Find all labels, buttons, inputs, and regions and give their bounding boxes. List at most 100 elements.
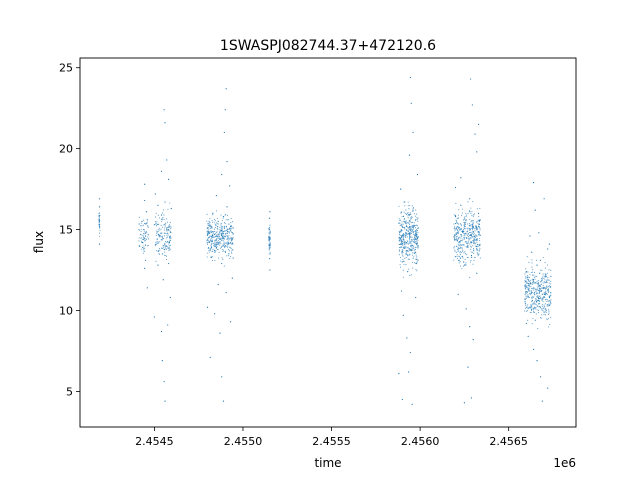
data-point	[415, 230, 417, 233]
data-point	[534, 275, 536, 277]
data-point	[524, 285, 526, 287]
data-point	[534, 306, 536, 308]
data-point	[535, 290, 537, 292]
data-point	[476, 249, 478, 251]
data-point	[525, 310, 527, 312]
data-point	[226, 238, 228, 240]
data-point	[157, 241, 159, 243]
data-point	[541, 287, 543, 289]
data-point	[537, 282, 539, 284]
data-point	[400, 211, 403, 213]
data-point	[546, 299, 548, 301]
data-point	[453, 236, 455, 238]
data-point	[410, 236, 412, 238]
data-point	[229, 255, 232, 257]
data-point	[210, 243, 212, 245]
data-point	[147, 233, 149, 235]
data-point	[462, 229, 465, 231]
data-point	[470, 224, 472, 226]
data-point	[477, 227, 479, 229]
data-point	[219, 247, 221, 249]
data-point	[459, 252, 461, 254]
data-point	[400, 243, 402, 245]
data-point	[461, 247, 463, 249]
data-point	[532, 280, 534, 282]
data-point	[206, 235, 208, 237]
data-point	[401, 230, 403, 232]
data-point	[470, 251, 472, 253]
data-point	[220, 225, 222, 227]
data-point	[402, 237, 405, 239]
data-point	[225, 88, 227, 90]
data-point	[474, 236, 476, 239]
data-point	[168, 229, 170, 231]
data-point	[223, 241, 225, 243]
data-point	[213, 244, 215, 246]
data-point	[454, 249, 456, 251]
data-point	[215, 243, 217, 245]
data-point	[218, 251, 220, 253]
data-point	[215, 247, 217, 249]
data-point	[228, 239, 230, 241]
data-point	[216, 217, 218, 219]
data-point	[455, 235, 457, 238]
data-point	[474, 133, 476, 135]
data-point	[138, 237, 140, 239]
data-point	[404, 228, 406, 230]
data-point	[155, 260, 157, 262]
data-point	[232, 232, 234, 235]
data-point	[222, 240, 224, 242]
data-point	[471, 232, 473, 234]
data-point	[550, 302, 552, 304]
data-point	[466, 234, 468, 236]
data-point	[546, 304, 548, 306]
data-point	[410, 216, 412, 218]
data-point	[465, 236, 468, 239]
data-point	[206, 240, 208, 242]
data-point	[157, 235, 159, 237]
data-point	[459, 248, 461, 250]
data-point	[207, 238, 209, 240]
data-point	[454, 216, 457, 218]
data-point	[209, 249, 211, 251]
data-point	[456, 231, 458, 233]
data-point	[529, 235, 531, 237]
y-tick-label: 10	[59, 304, 73, 317]
data-point	[165, 245, 167, 247]
data-point	[229, 243, 231, 245]
data-point	[478, 220, 481, 223]
data-point	[460, 251, 462, 253]
data-point	[534, 209, 536, 211]
data-point	[526, 287, 528, 289]
data-point	[206, 242, 208, 244]
data-point	[402, 234, 404, 237]
data-point	[407, 201, 409, 203]
data-point	[478, 219, 480, 221]
data-point	[549, 304, 551, 306]
data-point	[530, 311, 532, 313]
data-point	[539, 376, 542, 378]
data-point	[223, 232, 225, 234]
data-point	[410, 227, 412, 229]
data-point	[207, 236, 210, 238]
data-point	[410, 241, 412, 243]
data-point	[544, 275, 546, 277]
data-point	[214, 233, 216, 236]
data-point	[169, 224, 171, 226]
data-point	[399, 264, 401, 266]
data-point	[453, 259, 455, 261]
data-point	[167, 262, 170, 265]
data-point	[162, 279, 164, 281]
data-point	[161, 239, 163, 241]
data-point	[164, 241, 167, 243]
data-point	[403, 239, 405, 241]
data-point	[535, 304, 537, 306]
data-point	[222, 258, 224, 260]
data-point	[540, 289, 543, 292]
data-point	[140, 248, 142, 250]
data-point	[549, 286, 551, 289]
y-tick-label: 25	[59, 62, 73, 75]
data-point	[413, 222, 415, 224]
data-point	[409, 223, 411, 225]
